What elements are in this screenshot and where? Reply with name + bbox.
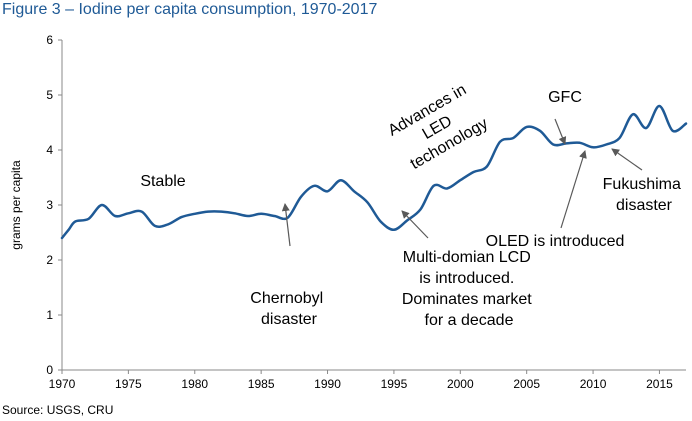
annotation-lcd-line-3: Dominates market bbox=[402, 291, 532, 308]
annotation-fukushima: Fukushima disaster bbox=[603, 176, 686, 214]
annotation-fukushima-line-1: Fukushima bbox=[603, 176, 681, 193]
x-tick-label: 1980 bbox=[181, 377, 208, 391]
annotation-gfc: GFC bbox=[548, 89, 582, 106]
annotation-lcd-line-2: is introduced. bbox=[419, 270, 514, 287]
arrow-chernobyl bbox=[281, 203, 291, 247]
annotation-lcd-line-4: for a decade bbox=[425, 312, 514, 329]
x-tick-label: 2010 bbox=[580, 377, 607, 391]
y-tick-label: 5 bbox=[46, 88, 53, 102]
arrow-lcd bbox=[401, 210, 429, 239]
annotation-led: Advances in LED techonology bbox=[385, 79, 493, 174]
axes bbox=[61, 40, 686, 371]
x-tick-label: 1975 bbox=[115, 377, 142, 391]
x-tick-label: 1970 bbox=[49, 377, 76, 391]
annotation-oled: OLED is introduced bbox=[486, 233, 625, 250]
arrow-oled bbox=[560, 150, 587, 229]
y-axis-label: grams per capita bbox=[9, 160, 23, 250]
y-tick-label: 6 bbox=[46, 33, 53, 47]
series-line bbox=[60, 104, 688, 240]
x-ticks: 1970 1975 1980 1985 1990 1995 2000 2005 2010 2015 bbox=[49, 370, 673, 391]
annotation-stable: Stable bbox=[140, 173, 185, 190]
annotation-chernobyl: Chernobyl disaster bbox=[250, 290, 327, 328]
annotation-lcd: Multi-domian LCD is introduced. Dominate… bbox=[402, 249, 536, 329]
y-tick-label: 3 bbox=[46, 198, 53, 212]
arrow-fukushima bbox=[611, 148, 643, 171]
annotations: Stable Chernobyl disaster Multi-domian L… bbox=[140, 79, 686, 329]
y-tick-label: 4 bbox=[46, 143, 53, 157]
annotation-chernobyl-line-2: disaster bbox=[261, 311, 318, 328]
source-note: Source: USGS, CRU bbox=[2, 403, 114, 417]
x-tick-label: 1990 bbox=[314, 377, 341, 391]
y-tick-label: 2 bbox=[46, 253, 53, 267]
x-tick-label: 2000 bbox=[447, 377, 474, 391]
y-tick-label: 1 bbox=[46, 308, 53, 322]
y-tick-label: 0 bbox=[46, 363, 53, 377]
x-tick-label: 2015 bbox=[646, 377, 673, 391]
annotation-chernobyl-line-1: Chernobyl bbox=[250, 290, 323, 307]
x-tick-label: 1995 bbox=[381, 377, 408, 391]
annotation-arrows bbox=[281, 118, 643, 247]
x-tick-label: 1985 bbox=[248, 377, 275, 391]
y-ticks: 0 1 2 3 4 5 6 bbox=[46, 33, 62, 377]
annotation-fukushima-line-2: disaster bbox=[616, 197, 673, 214]
x-tick-label: 2005 bbox=[513, 377, 540, 391]
chart-title: Figure 3 – Iodine per capita consumption… bbox=[2, 1, 378, 18]
arrow-gfc bbox=[554, 118, 567, 145]
annotation-lcd-line-1: Multi-domian LCD bbox=[403, 249, 531, 266]
